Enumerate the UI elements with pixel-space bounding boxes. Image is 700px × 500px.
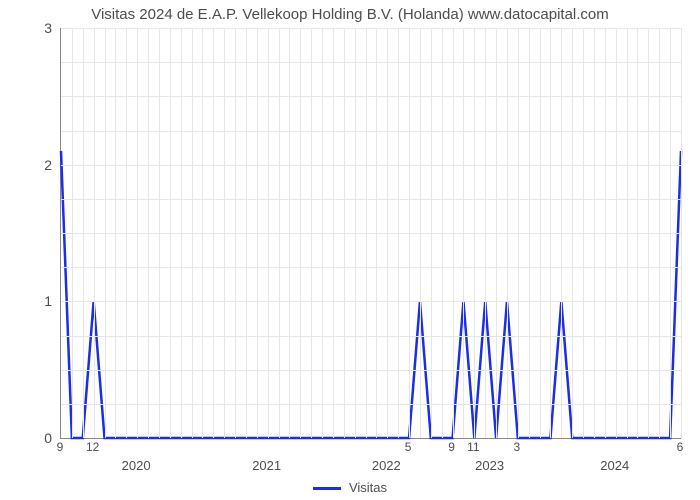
grid-line-v — [616, 28, 617, 438]
y-tick-label: 3 — [0, 20, 52, 36]
grid-line-v — [322, 28, 323, 438]
grid-line-v — [442, 28, 443, 438]
grid-line-v — [387, 28, 388, 438]
grid-line-v — [529, 28, 530, 438]
grid-line-v — [235, 28, 236, 438]
legend-line — [313, 487, 341, 490]
grid-line-h — [61, 199, 681, 200]
grid-line-v — [300, 28, 301, 438]
grid-line-v — [659, 28, 660, 438]
grid-line-v — [115, 28, 116, 438]
grid-line-v — [398, 28, 399, 438]
grid-line-v — [257, 28, 258, 438]
grid-line-v — [561, 28, 562, 438]
grid-line-v — [431, 28, 432, 438]
grid-line-v — [507, 28, 508, 438]
grid-line-h — [61, 165, 681, 166]
grid-line-v — [268, 28, 269, 438]
grid-line-v — [648, 28, 649, 438]
y-tick-label: 1 — [0, 293, 52, 309]
grid-line-v — [246, 28, 247, 438]
grid-line-v — [192, 28, 193, 438]
grid-line-v — [311, 28, 312, 438]
grid-line-v — [181, 28, 182, 438]
x-tick-month: 9 — [448, 440, 455, 454]
x-tick-month: 9 — [57, 440, 64, 454]
grid-line-v — [681, 28, 682, 438]
grid-line-h — [61, 404, 681, 405]
grid-line-v — [366, 28, 367, 438]
grid-line-v — [463, 28, 464, 438]
x-tick-year: 2024 — [600, 458, 629, 473]
grid-line-v — [213, 28, 214, 438]
grid-line-v — [453, 28, 454, 438]
grid-line-v — [137, 28, 138, 438]
x-tick-year: 2020 — [122, 458, 151, 473]
grid-line-v — [540, 28, 541, 438]
grid-line-v — [485, 28, 486, 438]
grid-line-v — [94, 28, 95, 438]
grid-line-v — [496, 28, 497, 438]
x-tick-year: 2022 — [372, 458, 401, 473]
grid-line-h — [61, 131, 681, 132]
x-tick-month: 6 — [677, 440, 684, 454]
grid-line-v — [126, 28, 127, 438]
grid-line-h — [61, 62, 681, 63]
grid-line-h — [61, 96, 681, 97]
grid-line-v — [376, 28, 377, 438]
grid-line-h — [61, 370, 681, 371]
x-tick-month: 11 — [467, 440, 479, 454]
grid-line-v — [105, 28, 106, 438]
legend-label: Visitas — [349, 480, 387, 495]
x-tick-month: 5 — [405, 440, 412, 454]
grid-line-v — [572, 28, 573, 438]
grid-line-h — [61, 267, 681, 268]
x-tick-month: 12 — [86, 440, 99, 454]
grid-line-h — [61, 301, 681, 302]
x-tick-year: 2021 — [252, 458, 281, 473]
grid-line-v — [518, 28, 519, 438]
grid-line-v — [474, 28, 475, 438]
grid-line-h — [61, 336, 681, 337]
grid-line-h — [61, 28, 681, 29]
x-tick-year: 2023 — [475, 458, 504, 473]
y-tick-label: 2 — [0, 157, 52, 173]
y-tick-label: 0 — [0, 430, 52, 446]
grid-line-v — [344, 28, 345, 438]
chart-container: Visitas 2024 de E.A.P. Vellekoop Holding… — [0, 0, 700, 500]
grid-line-v — [355, 28, 356, 438]
grid-line-v — [605, 28, 606, 438]
legend: Visitas — [0, 480, 700, 495]
plot-area — [60, 28, 681, 439]
grid-line-v — [627, 28, 628, 438]
grid-line-v — [670, 28, 671, 438]
grid-line-v — [550, 28, 551, 438]
grid-line-v — [594, 28, 595, 438]
chart-title: Visitas 2024 de E.A.P. Vellekoop Holding… — [0, 6, 700, 23]
grid-line-v — [83, 28, 84, 438]
grid-line-v — [289, 28, 290, 438]
x-tick-month: 3 — [513, 440, 520, 454]
grid-line-v — [148, 28, 149, 438]
grid-line-v — [202, 28, 203, 438]
grid-line-v — [159, 28, 160, 438]
grid-line-v — [637, 28, 638, 438]
grid-line-v — [72, 28, 73, 438]
grid-line-v — [420, 28, 421, 438]
grid-line-v — [170, 28, 171, 438]
grid-line-v — [224, 28, 225, 438]
grid-line-v — [583, 28, 584, 438]
grid-line-v — [409, 28, 410, 438]
grid-line-v — [333, 28, 334, 438]
grid-line-h — [61, 233, 681, 234]
grid-line-v — [279, 28, 280, 438]
